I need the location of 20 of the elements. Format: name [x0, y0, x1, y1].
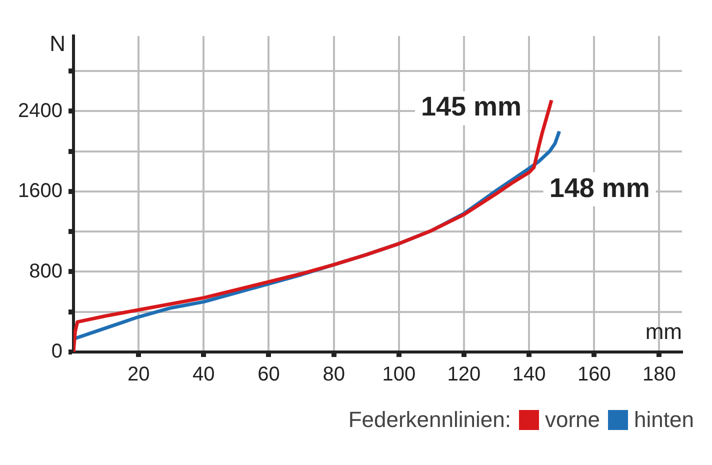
x-tick-label: 160 — [577, 364, 611, 386]
legend-label: vorne — [545, 407, 600, 433]
x-tick-label: 20 — [127, 364, 150, 386]
y-tick-label: 0 — [51, 340, 62, 363]
x-axis-title: mm — [645, 319, 682, 344]
x-tick-label: 140 — [512, 364, 546, 386]
y-axis-title: N — [50, 31, 66, 56]
annotation: 148 mm — [549, 172, 650, 203]
y-tick-label: 800 — [29, 260, 62, 282]
x-tick-label: 40 — [192, 364, 215, 386]
x-tick-label: 100 — [382, 364, 416, 386]
x-tick-label: 80 — [322, 364, 345, 386]
legend-title: Federkennlinien: — [348, 407, 511, 433]
y-tick-label: 1600 — [18, 180, 62, 202]
legend-label: hinten — [634, 407, 694, 433]
x-tick-label: 120 — [447, 364, 481, 386]
annotation: 145 mm — [420, 92, 522, 122]
y-tick-label: 2400 — [18, 100, 62, 122]
x-tick-label: 180 — [642, 364, 676, 386]
x-tick-label: 60 — [258, 364, 280, 386]
